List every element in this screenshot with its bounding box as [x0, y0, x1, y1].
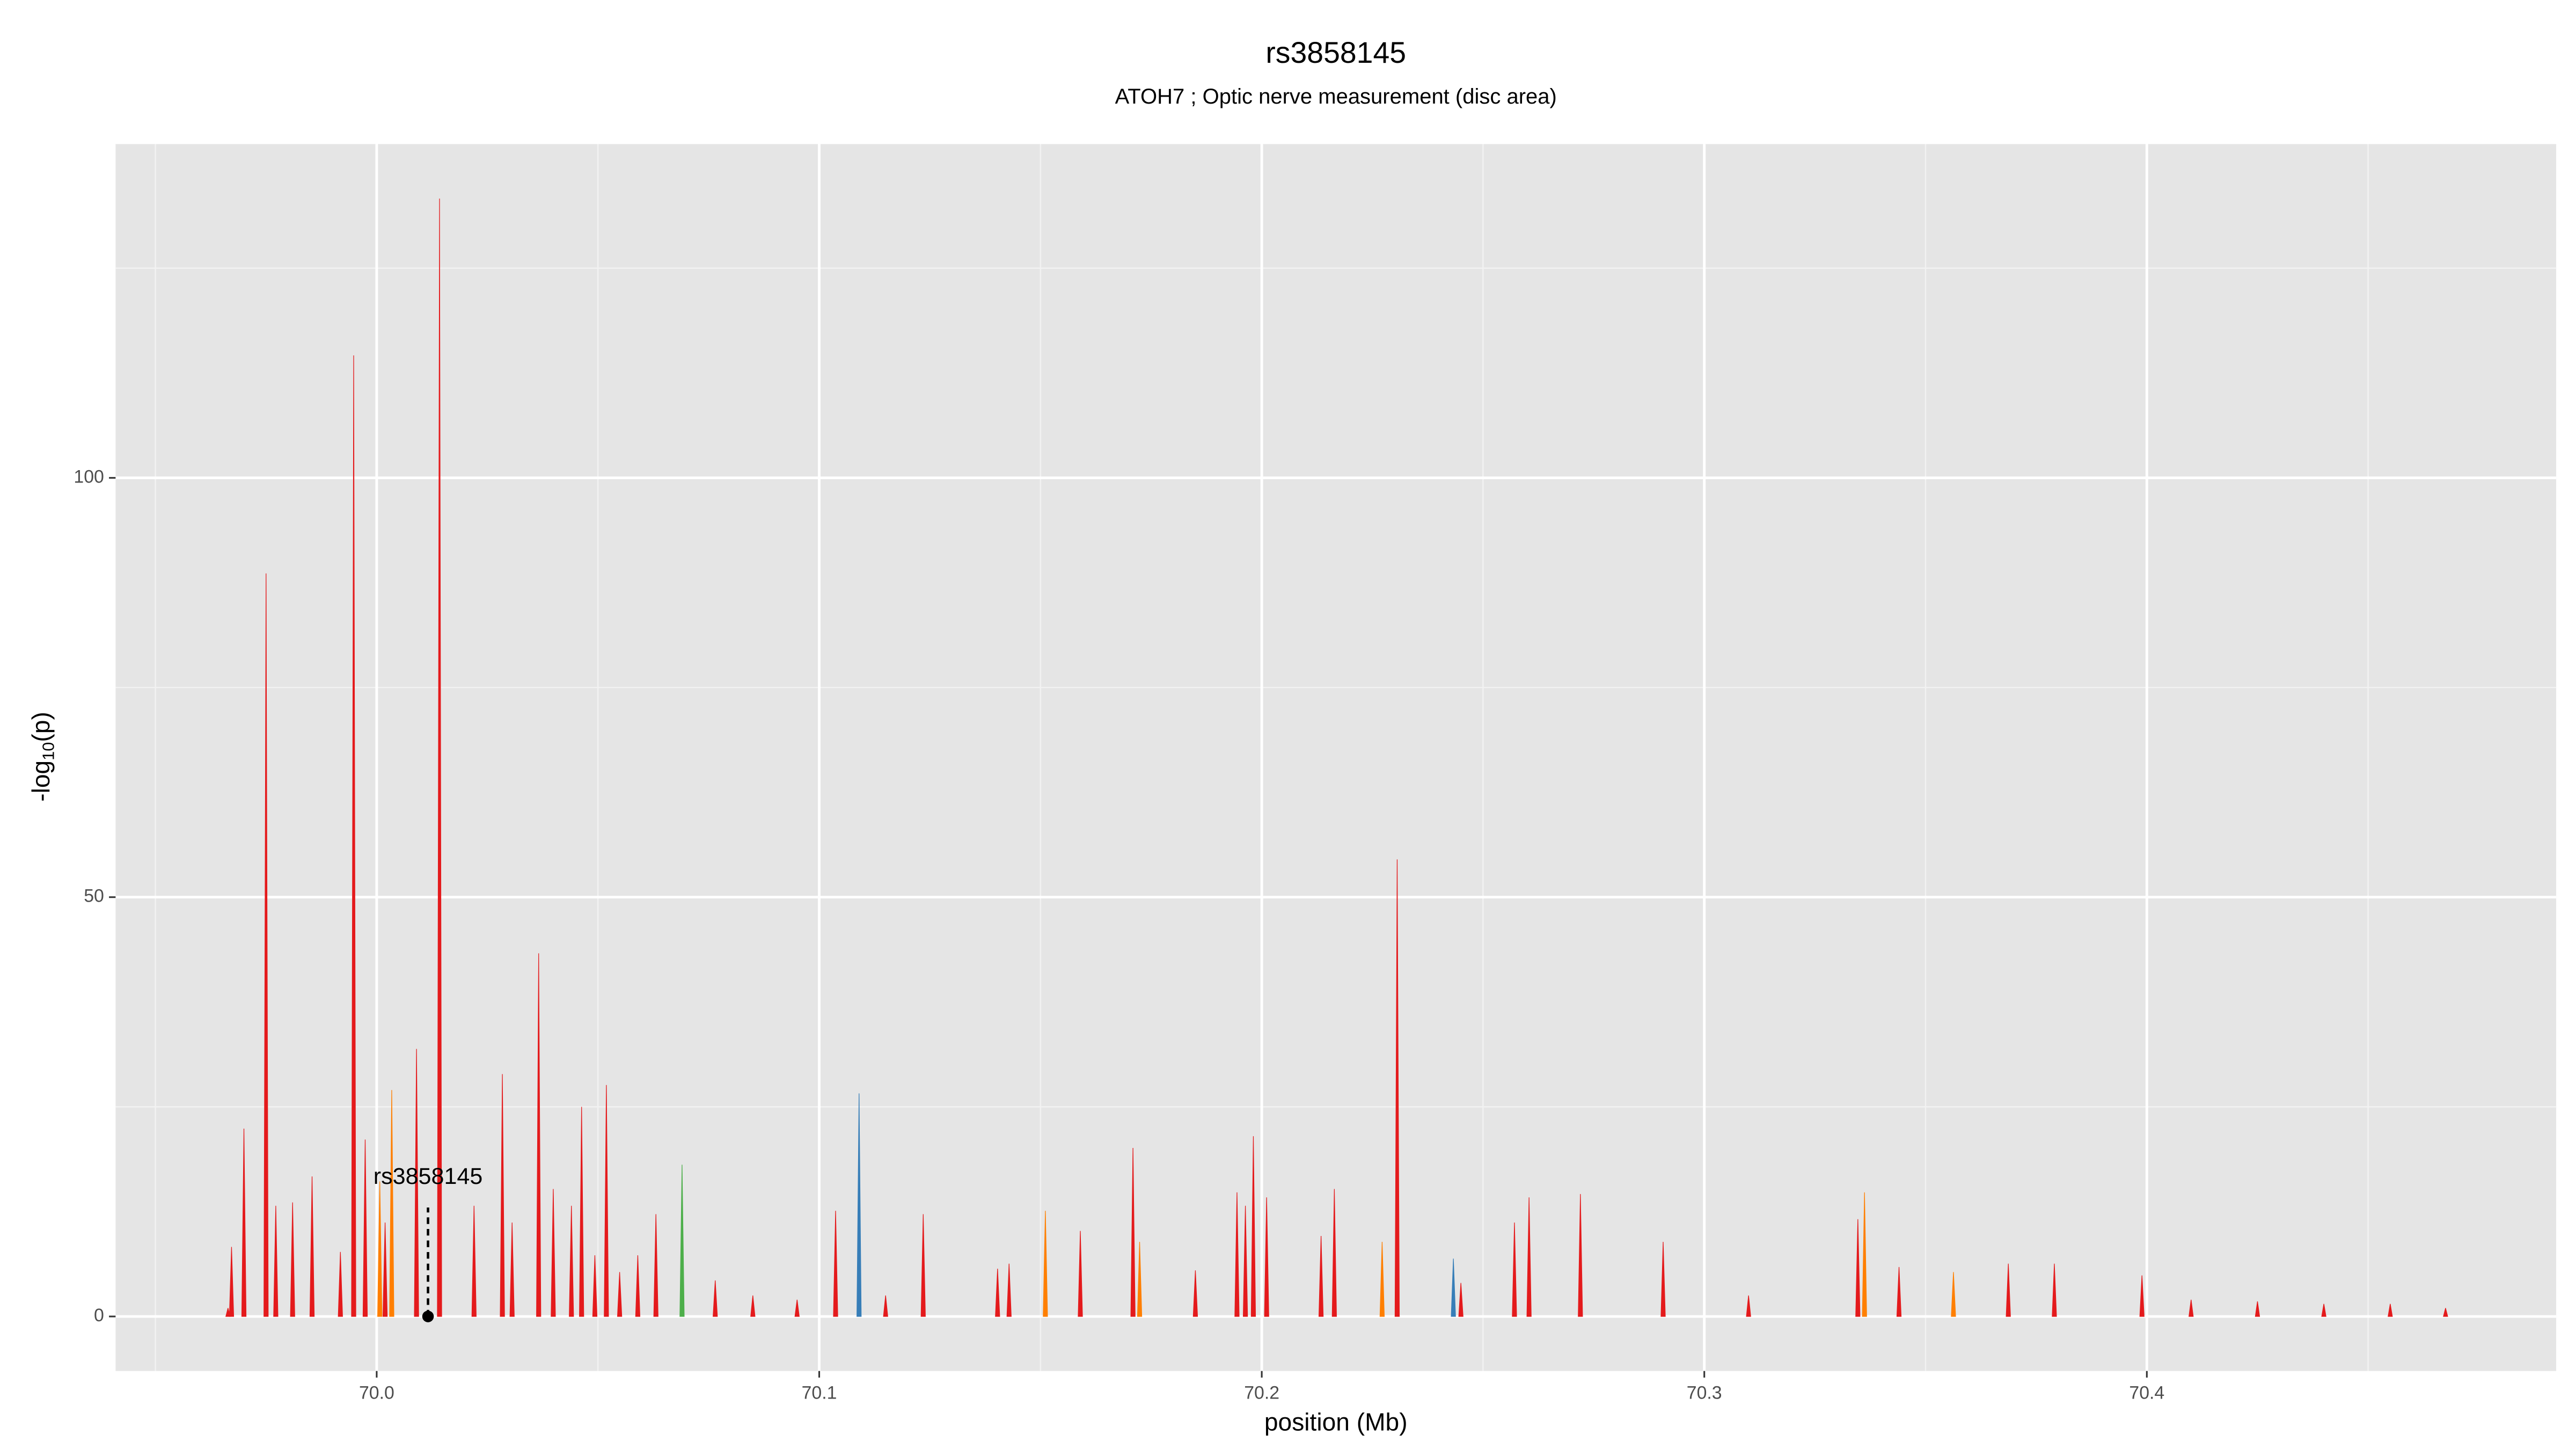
spike: [1512, 1223, 1517, 1317]
chart-title: rs3858145: [1265, 36, 1406, 69]
spike: [471, 1205, 477, 1317]
spike: [995, 1268, 1000, 1317]
y-label-part: -log: [27, 760, 55, 802]
y-axis-label: -log10(p): [27, 712, 57, 802]
spike: [569, 1205, 574, 1317]
spike: [2006, 1263, 2011, 1317]
x-tick-label: 70.1: [802, 1383, 837, 1403]
spike: [1855, 1219, 1861, 1317]
spike: [1458, 1283, 1463, 1317]
spike: [1578, 1194, 1583, 1317]
chart-subtitle: ATOH7 ; Optic nerve measurement (disc ar…: [1115, 85, 1557, 108]
spike: [290, 1202, 295, 1317]
spike: [1130, 1147, 1136, 1317]
spike: [273, 1205, 279, 1317]
spike: [509, 1223, 515, 1317]
spike: [1192, 1270, 1198, 1317]
spike: [338, 1252, 343, 1317]
spike: [592, 1255, 598, 1317]
spike: [1379, 1241, 1385, 1317]
spike: [2443, 1308, 2448, 1317]
spike: [1746, 1295, 1751, 1317]
spike: [2255, 1301, 2260, 1317]
spike: [1951, 1272, 1956, 1317]
spike: [351, 355, 356, 1317]
spike: [377, 1181, 383, 1317]
spike: [1451, 1258, 1456, 1317]
spike: [833, 1211, 838, 1317]
spike: [635, 1255, 641, 1317]
spike: [1331, 1189, 1337, 1317]
spike: [2189, 1299, 2194, 1317]
spike: [713, 1280, 718, 1317]
spike: [1242, 1205, 1248, 1317]
spike: [604, 1085, 609, 1317]
x-tick-label: 70.3: [1687, 1383, 1722, 1403]
spike: [750, 1295, 756, 1317]
spike: [1394, 859, 1400, 1317]
spike: [653, 1214, 658, 1317]
spike: [1526, 1197, 1532, 1317]
spike: [883, 1295, 888, 1317]
spike: [1078, 1231, 1083, 1317]
spike: [2052, 1263, 2057, 1317]
annotation-label: rs3858145: [374, 1163, 483, 1189]
spike: [679, 1165, 685, 1317]
spike: [309, 1176, 315, 1317]
spike: [536, 953, 541, 1317]
spike: [794, 1299, 800, 1317]
spike: [1250, 1136, 1256, 1317]
x-tick-label: 70.2: [1244, 1383, 1279, 1403]
spike: [551, 1189, 556, 1317]
spike: [1660, 1241, 1666, 1317]
y-tick-label: 0: [94, 1305, 104, 1326]
y-label-sub: 10: [39, 742, 57, 760]
spike: [2321, 1304, 2326, 1317]
spike: [382, 1223, 388, 1317]
spike: [389, 1090, 394, 1317]
x-tick-label: 70.4: [2129, 1383, 2164, 1403]
spike: [1234, 1192, 1240, 1317]
y-label-part: (p): [27, 712, 55, 742]
spike: [617, 1272, 623, 1317]
spike: [225, 1308, 231, 1317]
spike: [241, 1129, 247, 1317]
spike: [264, 573, 269, 1317]
spike: [229, 1247, 235, 1317]
spike: [1264, 1197, 1269, 1317]
spike: [1896, 1267, 1902, 1317]
plot-panel: [115, 144, 2557, 1371]
spike: [1137, 1241, 1143, 1317]
spike: [920, 1214, 926, 1317]
spike: [1043, 1211, 1048, 1317]
spike: [500, 1074, 505, 1317]
spike: [857, 1093, 862, 1317]
spike: [1862, 1192, 1867, 1317]
spike: [437, 199, 442, 1317]
y-tick-label: 50: [84, 886, 104, 906]
spike: [1006, 1263, 1012, 1317]
y-tick-label: 100: [74, 466, 104, 487]
spike: [1318, 1236, 1324, 1317]
x-tick-label: 70.0: [359, 1383, 394, 1403]
spike: [2139, 1275, 2145, 1317]
spike: [579, 1107, 584, 1317]
spike: [414, 1049, 419, 1317]
x-axis-label: position (Mb): [1264, 1408, 1408, 1436]
spike: [2388, 1304, 2393, 1317]
spike: [362, 1139, 368, 1317]
annotation-point: [422, 1311, 434, 1322]
